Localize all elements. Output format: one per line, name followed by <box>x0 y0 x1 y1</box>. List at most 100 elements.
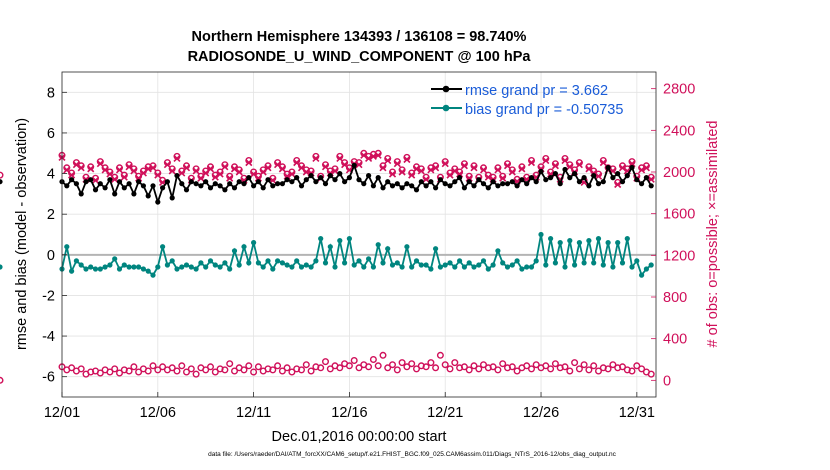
data-point <box>394 181 400 187</box>
legend: rmse grand pr = 3.662 bias grand pr = -0… <box>431 83 623 118</box>
data-point <box>504 181 511 187</box>
x-tick-label: 12/06 <box>140 405 176 421</box>
data-point <box>275 258 281 264</box>
data-point <box>332 264 338 270</box>
obs-possible-marker <box>269 366 277 374</box>
x-tick-label: 12/31 <box>619 405 655 421</box>
y2-tick-label: 1200 <box>663 248 695 264</box>
x-tick-label: 12/26 <box>523 405 559 421</box>
data-point <box>303 262 309 268</box>
obs-possible-marker <box>144 367 152 375</box>
data-point <box>576 240 583 246</box>
obs-assimilated-marker <box>499 174 507 182</box>
obs-possible-marker <box>187 365 195 373</box>
y-tick-label: -6 <box>42 370 55 386</box>
obs-possible-marker <box>355 364 363 372</box>
data-point <box>389 262 396 268</box>
plot-frame <box>61 71 657 398</box>
obs-possible-marker <box>566 367 574 375</box>
data-point <box>222 260 228 266</box>
obs-possible-marker <box>403 363 411 371</box>
data-point <box>361 264 367 270</box>
obs-assimilated-marker <box>72 161 80 169</box>
data-point <box>562 166 568 173</box>
data-point <box>519 177 525 183</box>
obs-assimilated-marker <box>216 170 224 178</box>
x-axis-label: Dec.01,2016 00:00:00 start <box>272 429 447 445</box>
obs-assimilated-marker <box>422 175 430 183</box>
data-point <box>595 236 602 242</box>
y-tick-label: 8 <box>47 85 55 101</box>
obs-possible-marker <box>532 361 540 369</box>
data-point <box>207 258 214 264</box>
data-point <box>64 244 70 250</box>
obs-possible-marker <box>178 362 186 370</box>
data-point <box>533 258 539 264</box>
data-point <box>150 272 156 278</box>
obs-possible-marker <box>413 365 421 373</box>
data-point <box>610 175 616 181</box>
data-point <box>236 179 242 185</box>
data-point <box>0 179 3 185</box>
obs-assimilated-marker <box>417 167 425 175</box>
obs-assimilated-marker <box>91 176 100 184</box>
data-point <box>495 183 501 189</box>
data-point <box>504 264 511 270</box>
obs-assimilated-marker <box>460 162 468 170</box>
obs-assimilated-marker <box>360 151 368 159</box>
data-point <box>164 179 170 185</box>
legend-rmse-marker <box>442 85 450 93</box>
data-point <box>64 183 70 189</box>
data-point <box>160 244 166 250</box>
obs-possible-marker <box>68 364 76 372</box>
series-group <box>0 351 655 384</box>
axis-ticks: 12/01 12/06 12/11 12/16 12/21 12/26 12/31 -6 -4 -… <box>42 82 695 421</box>
obs-assimilated-marker <box>484 173 492 181</box>
data-point <box>615 171 621 177</box>
data-point <box>605 240 611 246</box>
data-point <box>318 236 324 242</box>
obs-possible-marker <box>250 368 258 376</box>
data-point <box>327 173 333 179</box>
data-point <box>567 238 573 244</box>
obs-possible-marker <box>230 367 238 375</box>
obs-possible-marker <box>283 364 291 372</box>
obs-possible-marker <box>274 362 282 370</box>
obs-assimilated-marker <box>542 156 550 165</box>
data-point <box>346 236 352 242</box>
obs-possible-marker <box>398 359 406 367</box>
data-point <box>461 264 467 270</box>
obs-assimilated-marker <box>288 170 296 178</box>
data-point <box>514 183 520 189</box>
data-point <box>69 177 75 183</box>
obs-possible-marker <box>389 361 397 369</box>
series-group <box>0 162 654 205</box>
data-point <box>212 262 218 268</box>
obs-possible-marker <box>595 367 603 375</box>
obs-possible-marker <box>408 360 416 368</box>
obs-assimilated-marker <box>508 168 516 176</box>
data-point <box>284 262 290 268</box>
obs-possible-marker <box>619 363 627 371</box>
y-tick-label: 4 <box>47 167 55 183</box>
data-point <box>428 266 434 272</box>
obs-assimilated-marker <box>182 164 191 172</box>
obs-possible-marker <box>173 367 181 375</box>
obs-possible-marker <box>441 361 449 369</box>
data-point <box>466 260 472 266</box>
obs-assimilated-marker <box>111 175 119 183</box>
legend-bias-label: bias grand pr = -0.50735 <box>465 102 623 118</box>
data-point <box>198 183 204 189</box>
obs-assimilated-marker <box>77 164 85 172</box>
data-point <box>423 262 429 268</box>
obs-assimilated-marker <box>87 165 95 173</box>
data-point <box>251 183 257 189</box>
obs-assimilated-marker <box>226 174 234 182</box>
obs-possible-marker <box>422 363 430 371</box>
obs-assimilated-marker <box>379 164 387 172</box>
data-point <box>294 175 300 181</box>
obs-possible-marker <box>561 363 569 371</box>
data-point <box>78 262 84 268</box>
data-point <box>528 264 535 270</box>
